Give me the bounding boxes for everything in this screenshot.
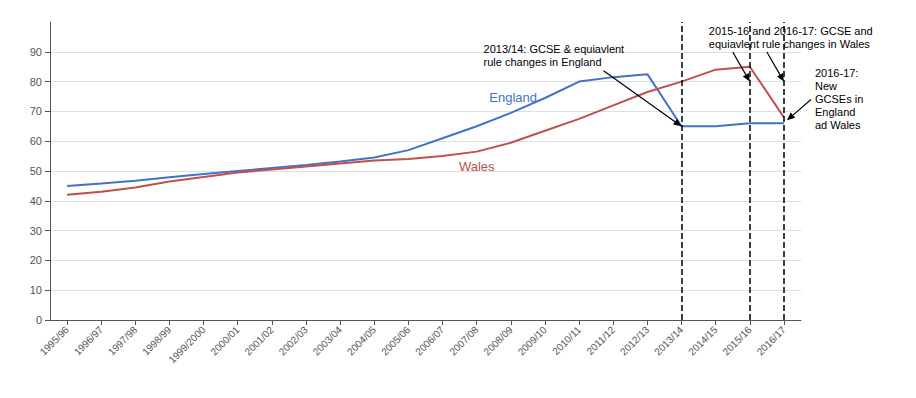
svg-text:1996/97: 1996/97: [72, 324, 106, 358]
svg-text:2003/04: 2003/04: [311, 324, 345, 358]
svg-text:1999/2000: 1999/2000: [166, 324, 207, 365]
svg-text:2015-16 and 2016-17: GCSE and: 2015-16 and 2016-17: GCSE and: [709, 25, 873, 37]
svg-text:2008/09: 2008/09: [481, 324, 515, 358]
svg-text:2007/08: 2007/08: [447, 324, 481, 358]
svg-text:2016-17:: 2016-17:: [815, 67, 858, 79]
svg-text:2013/14: 2013/14: [652, 324, 686, 358]
svg-text:rule changes in England: rule changes in England: [484, 56, 602, 68]
svg-text:90: 90: [30, 46, 42, 58]
svg-text:2009/10: 2009/10: [516, 324, 550, 358]
svg-text:50: 50: [30, 165, 42, 177]
svg-text:2013/14: GCSE & equiavlent: 2013/14: GCSE & equiavlent: [484, 43, 625, 55]
svg-text:10: 10: [30, 284, 42, 296]
svg-text:1995/96: 1995/96: [38, 324, 72, 358]
svg-text:Wales: Wales: [459, 159, 495, 174]
svg-text:70: 70: [30, 105, 42, 117]
svg-text:2002/03: 2002/03: [277, 324, 311, 358]
svg-text:2004/05: 2004/05: [345, 324, 379, 358]
svg-text:GCSEs in: GCSEs in: [815, 93, 863, 105]
svg-text:20: 20: [30, 254, 42, 266]
svg-text:2011/12: 2011/12: [584, 324, 617, 357]
svg-text:1998/99: 1998/99: [140, 324, 174, 358]
svg-text:60: 60: [30, 135, 42, 147]
svg-text:England: England: [815, 106, 855, 118]
svg-text:1997/98: 1997/98: [106, 324, 140, 358]
svg-text:England: England: [489, 90, 537, 105]
svg-text:0: 0: [36, 314, 42, 326]
svg-text:2016/17: 2016/17: [755, 324, 789, 358]
svg-text:2005/06: 2005/06: [379, 324, 413, 358]
svg-text:equiavlent rule changes in Wal: equiavlent rule changes in Wales: [709, 38, 871, 50]
svg-text:ad Wales: ad Wales: [815, 119, 861, 131]
svg-text:80: 80: [30, 76, 42, 88]
svg-text:2006/07: 2006/07: [413, 324, 447, 358]
svg-text:40: 40: [30, 195, 42, 207]
svg-text:30: 30: [30, 225, 42, 237]
svg-text:2012/13: 2012/13: [618, 324, 652, 358]
svg-text:New: New: [815, 80, 837, 92]
svg-text:2014/15: 2014/15: [686, 324, 720, 358]
svg-text:2010/11: 2010/11: [550, 324, 583, 357]
svg-text:2001/02: 2001/02: [242, 324, 276, 358]
svg-text:2015/16: 2015/16: [720, 324, 754, 358]
svg-text:2000/01: 2000/01: [208, 324, 242, 358]
